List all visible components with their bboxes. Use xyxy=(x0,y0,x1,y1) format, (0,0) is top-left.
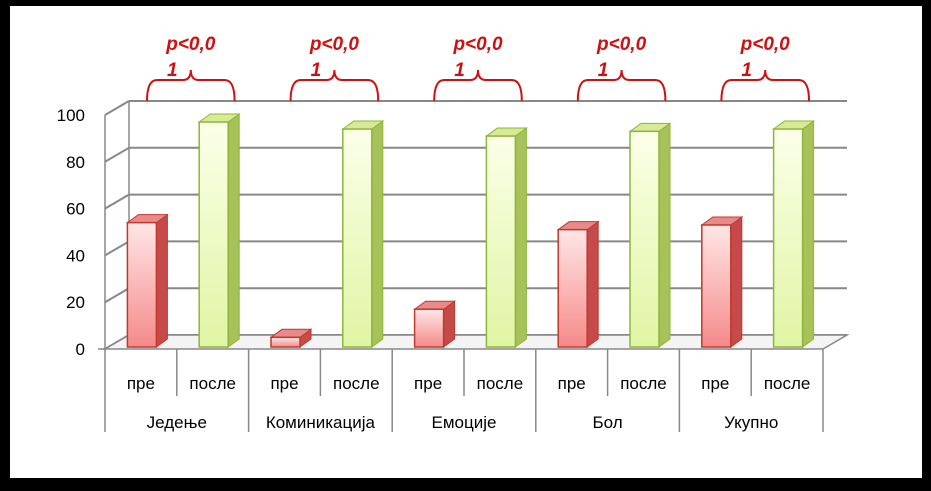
label-layer: 0 20 40 60 80 100 Једење пре после Коминикација пр… xyxy=(57,106,811,432)
bar-side xyxy=(586,220,599,348)
subcategory-label: после xyxy=(620,374,667,393)
bar-side xyxy=(155,213,168,348)
category-label: Укупно xyxy=(724,413,778,432)
significance-label-cont: 1 xyxy=(311,60,322,81)
significance-label-cont: 1 xyxy=(741,60,752,81)
bar-pre xyxy=(700,215,744,348)
chart-frame: 0 20 40 60 80 100 Једење пре после Коминикација пр… xyxy=(10,6,922,478)
bar-pre xyxy=(413,300,457,348)
significance-label-cont: 1 xyxy=(454,60,465,81)
bar-side xyxy=(514,127,527,348)
significance-bracket xyxy=(720,69,810,102)
bar-post xyxy=(341,120,385,348)
bar-side xyxy=(658,122,671,348)
subcategory-label: пре xyxy=(414,374,442,393)
significance-label: p<0,0 xyxy=(165,34,216,55)
significance-label: p<0,0 xyxy=(309,34,360,55)
y-tick-label: 100 xyxy=(57,106,85,125)
bar-front xyxy=(557,228,588,348)
bar-layer xyxy=(125,113,816,348)
subcategory-label: после xyxy=(477,374,524,393)
y-tick-label: 0 xyxy=(76,340,85,359)
y-tick-label: 40 xyxy=(66,246,85,265)
bar-front xyxy=(772,128,804,348)
significance-label: p<0,0 xyxy=(596,34,647,55)
bar-front xyxy=(701,224,732,348)
significance-bracket xyxy=(289,69,380,102)
subcategory-label: после xyxy=(333,374,380,393)
significance-label: p<0,0 xyxy=(452,34,503,55)
subcategory-label: пре xyxy=(701,374,729,393)
annotation-layer: p<0,0 1 p<0,0 1 p<0,0 1 p<0,0 1 p<0,0 1 xyxy=(146,34,810,102)
bar-front xyxy=(198,121,229,348)
bar-front xyxy=(629,130,660,348)
bar-pre xyxy=(556,220,600,348)
bar-front xyxy=(485,135,517,348)
significance-label: p<0,0 xyxy=(740,34,791,55)
bar-side xyxy=(371,120,384,348)
category-label: Коминикација xyxy=(266,413,376,432)
gridline-side xyxy=(104,240,130,257)
bar-post xyxy=(197,113,241,348)
significance-bracket xyxy=(576,69,667,102)
bar-front xyxy=(126,221,158,348)
bar-side xyxy=(227,113,240,348)
category-label: Бол xyxy=(593,413,623,432)
bar-post xyxy=(484,127,528,348)
y-tick-label: 20 xyxy=(66,293,85,312)
y-tick-label: 60 xyxy=(66,200,85,219)
subcategory-label: пре xyxy=(558,374,586,393)
bar-front xyxy=(270,336,301,348)
bar-pre xyxy=(125,213,169,348)
significance-label-cont: 1 xyxy=(167,60,178,81)
gridline-side xyxy=(104,287,130,304)
gridline-side xyxy=(104,146,130,163)
category-label: Емоције xyxy=(432,413,497,432)
subcategory-label: после xyxy=(764,374,811,393)
y-tick-label: 80 xyxy=(66,153,85,172)
bar-front xyxy=(342,128,373,348)
bar-side xyxy=(730,215,743,348)
significance-bracket xyxy=(433,69,523,102)
bar-post xyxy=(628,122,672,348)
category-label: Једење xyxy=(147,413,207,432)
significance-label-cont: 1 xyxy=(598,60,609,81)
bar-front xyxy=(413,308,445,348)
bar-chart: 0 20 40 60 80 100 Једење пре после Коминикација пр… xyxy=(57,34,850,432)
subcategory-label: пре xyxy=(270,374,298,393)
significance-bracket xyxy=(146,69,236,102)
bar-pre xyxy=(269,328,313,348)
gridline-side xyxy=(104,193,130,210)
bar-side xyxy=(802,120,815,348)
subcategory-label: пре xyxy=(127,374,155,393)
gridline-side xyxy=(104,100,130,116)
axis-layer xyxy=(98,115,824,432)
bar-post xyxy=(772,120,816,348)
subcategory-label: после xyxy=(189,374,236,393)
